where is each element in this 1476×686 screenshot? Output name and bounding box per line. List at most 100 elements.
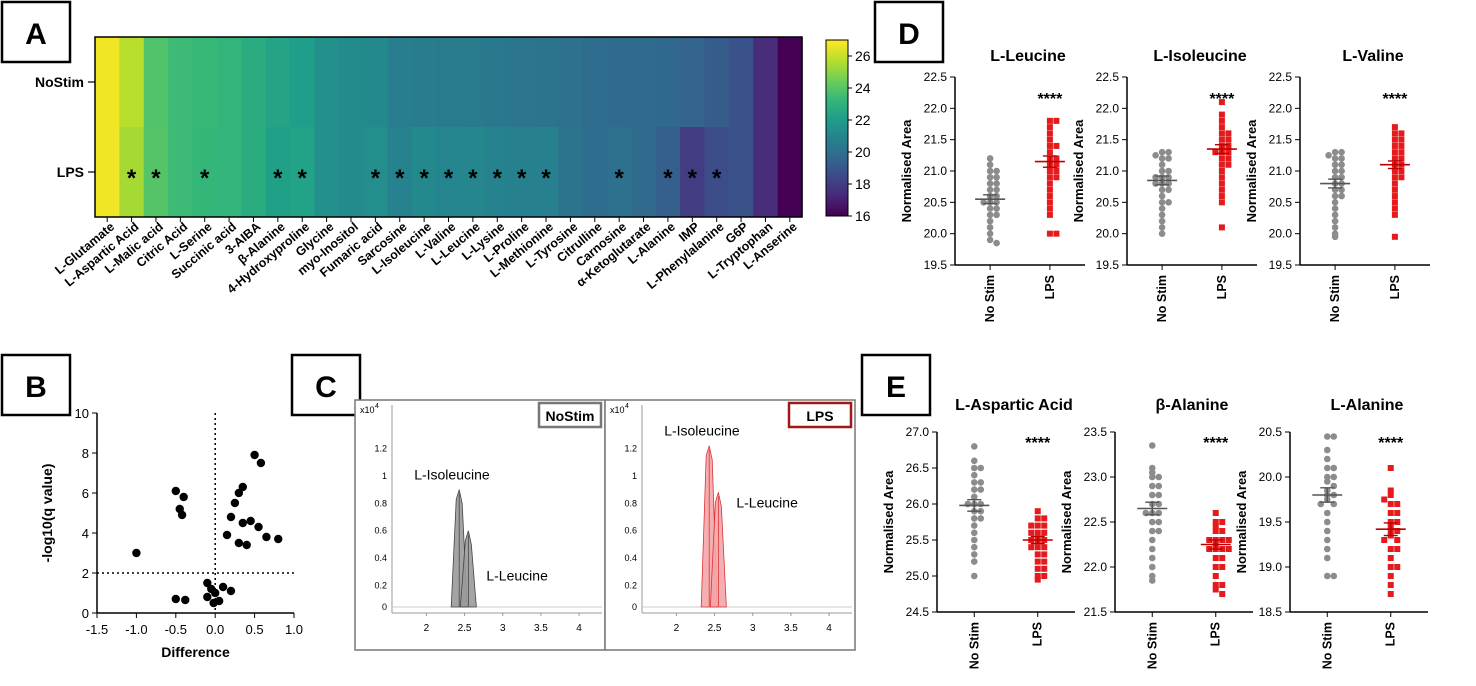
nostim-point [993, 239, 1000, 247]
heatmap-cell [290, 127, 316, 218]
lps-point [1034, 565, 1041, 572]
colorbar-segment [826, 152, 848, 155]
colorbar-segment [826, 134, 848, 137]
nostim-point [977, 464, 985, 472]
colorbar-segment [826, 212, 848, 215]
heatmap-cell [582, 127, 608, 218]
nostim-point [986, 236, 994, 244]
dot-y-tick-label: 20.5 [1096, 195, 1120, 209]
group-label: LPS [1209, 622, 1223, 646]
significance-star: * [517, 165, 527, 192]
lps-point [1218, 180, 1225, 187]
lps-point [1046, 168, 1053, 174]
c-y-tick-label: 1.2 [374, 443, 387, 453]
volcano-point [242, 540, 251, 550]
colorbar-segment [826, 178, 848, 181]
c-y-tick-label: 0.2 [374, 581, 387, 591]
volcano-point [234, 538, 244, 548]
heatmap-cell [290, 37, 316, 128]
volcano-point [211, 588, 220, 598]
colorbar-segment [826, 180, 848, 183]
nostim-point [1158, 205, 1166, 212]
heatmap-cell [241, 37, 267, 128]
volcano-point [214, 596, 224, 606]
lps-point [1046, 211, 1053, 218]
volcano-point [274, 534, 283, 544]
nostim-point [977, 515, 985, 522]
legend-box [537, 401, 603, 429]
lps-point [1212, 528, 1219, 534]
heatmap-cell [95, 37, 120, 128]
significance-star: * [395, 165, 405, 192]
heatmap-cell [509, 37, 535, 128]
lps-point [1387, 487, 1394, 494]
dot-y-tick-label: 21.5 [1096, 133, 1120, 147]
nostim-point [1165, 167, 1172, 175]
lps-point [1053, 174, 1060, 181]
dot-y-tick-label: 19.0 [1259, 560, 1283, 574]
nostim-point [1331, 217, 1339, 225]
colorbar-segment [826, 124, 848, 127]
nostim-point [1155, 482, 1163, 490]
lps-point [1218, 111, 1225, 118]
colorbar-segment [826, 168, 848, 171]
nostim-point [1165, 186, 1172, 194]
colorbar-segment [826, 76, 848, 79]
dot-y-axis-label: Normalised Area [1234, 470, 1249, 574]
lps-point [1053, 142, 1060, 149]
nostim-point [1158, 192, 1166, 200]
colorbar-segment [826, 56, 848, 59]
colorbar-segment [826, 104, 848, 107]
nostim-point [1338, 148, 1345, 156]
lps-point [1034, 529, 1041, 536]
c-x-tick-label: 4 [826, 623, 832, 634]
lps-point [1212, 523, 1219, 530]
c-y-tick-label: 0.6 [624, 526, 637, 536]
colorbar-segment [826, 174, 848, 177]
dot-y-tick-label: 20.0 [924, 227, 948, 241]
lps-point [1381, 537, 1388, 543]
nostim-point [986, 186, 994, 194]
heatmap-cell [436, 37, 462, 128]
x-tick-label: 0.5 [246, 622, 264, 637]
lps-point [1381, 496, 1388, 503]
x-tick-label: 1.0 [285, 622, 303, 637]
lps-point [1046, 136, 1053, 143]
volcano-point [203, 578, 212, 588]
volcano-point [171, 486, 180, 496]
significance-label: **** [1037, 91, 1063, 108]
lps-point [1387, 465, 1394, 471]
nostim-point [1148, 518, 1156, 526]
nostim-point [986, 161, 994, 169]
nostim-point [970, 522, 978, 529]
nostim-point [1158, 230, 1166, 237]
exponent-label: x10 [360, 405, 375, 415]
lps-point [1212, 564, 1219, 570]
colorbar-segment [826, 60, 848, 63]
peak-label: L-Leucine [736, 494, 798, 510]
x-tick-label: -1.0 [125, 622, 147, 637]
nostim-point [1331, 167, 1339, 175]
lps-point [1387, 564, 1394, 570]
heatmap-cell [655, 37, 681, 128]
lps-point [1212, 149, 1219, 156]
group-label: No Stim [1145, 622, 1159, 669]
lps-point [1391, 149, 1398, 156]
nostim-point [1158, 186, 1166, 194]
nostim-point [977, 479, 985, 486]
y-tick-label: 2 [82, 566, 89, 581]
nostim-point [1148, 545, 1156, 553]
nostim-point [986, 217, 994, 225]
lps-point [1391, 174, 1398, 181]
colorbar-segment [826, 114, 848, 117]
lps-point [1391, 205, 1398, 212]
nostim-point [970, 443, 978, 450]
dotplot-title: β-Alanine [1156, 397, 1229, 414]
heatmap-cell [728, 127, 754, 218]
heatmap-cell [314, 127, 340, 218]
lps-point [1212, 573, 1219, 579]
colorbar-segment [826, 84, 848, 87]
heatmap-cell [753, 127, 779, 218]
heatmap-cell [338, 37, 364, 128]
